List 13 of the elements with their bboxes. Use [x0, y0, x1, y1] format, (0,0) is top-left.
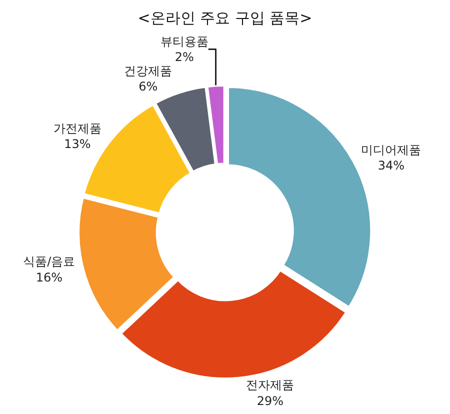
data-label: 13%	[64, 137, 91, 152]
data-label: 6%	[138, 80, 158, 94]
chart-title: <온라인 주요 구입 품목>	[138, 8, 312, 27]
slice-label: 전자제품	[246, 378, 294, 392]
data-label: 16%	[36, 270, 63, 284]
data-label: 2%	[174, 50, 194, 64]
slice-label: 건강제품	[124, 64, 172, 78]
slice-label: 뷰티용품	[160, 34, 208, 48]
slice-label: 미디어제품	[361, 142, 422, 157]
slice-label: 가전제품	[53, 122, 102, 136]
data-label: 29%	[256, 394, 284, 408]
slice-label: 식품/음료	[23, 254, 76, 269]
data-label: 34%	[378, 158, 405, 173]
